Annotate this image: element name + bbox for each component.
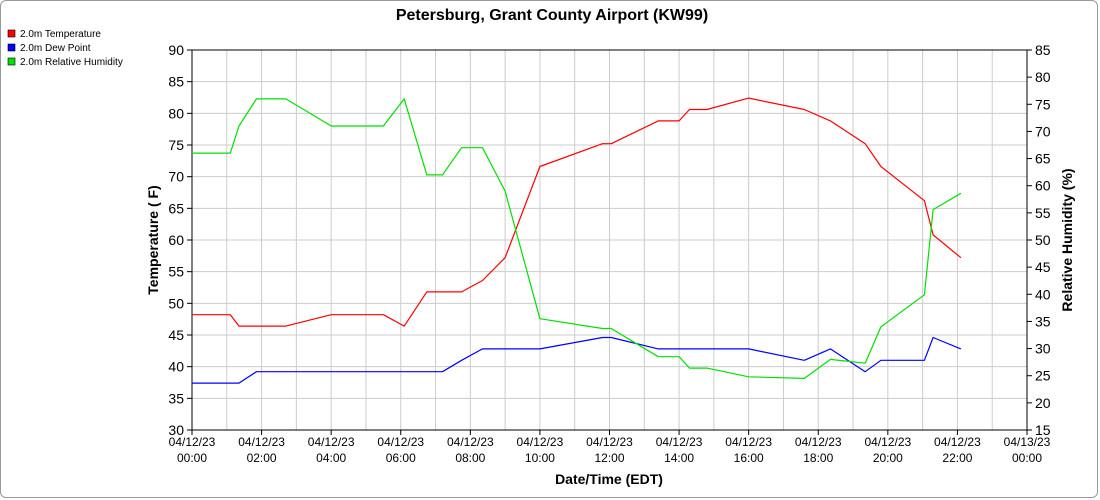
legend: 2.0m Temperature 2.0m Dew Point 2.0m Relat… [7, 29, 123, 68]
x-tick-date: 04/12/23 [725, 435, 772, 449]
x-tick-time: 06:00 [386, 451, 416, 465]
right-tick-label: 25 [1035, 368, 1051, 384]
right-axis-ticks: 15 20 25 30 35 40 45 50 55 60 65 70 75 80 85 [1027, 42, 1051, 438]
x-tick-date: 04/12/23 [308, 435, 355, 449]
legend-label: 2.0m Dew Point [20, 43, 91, 54]
x-axis-label: Date/Time (EDT) [555, 471, 663, 487]
legend-swatch [7, 29, 16, 38]
left-tick-label: 85 [168, 74, 184, 90]
series-line-2 [192, 336, 962, 384]
x-tick-date: 04/12/23 [238, 435, 285, 449]
right-tick-label: 85 [1035, 42, 1051, 58]
x-tick-time: 08:00 [455, 451, 485, 465]
left-tick-label: 45 [168, 327, 184, 343]
grid-lines [191, 49, 1028, 431]
right-tick-label: 30 [1035, 341, 1051, 357]
left-tick-label: 35 [168, 390, 184, 406]
legend-label: 2.0m Temperature [20, 29, 101, 40]
right-tick-label: 60 [1035, 178, 1051, 194]
legend-swatch [7, 57, 16, 66]
x-tick-time: 12:00 [594, 451, 624, 465]
x-tick-date: 04/12/23 [864, 435, 911, 449]
right-tick-label: 55 [1035, 205, 1051, 221]
x-tick-date: 04/12/23 [795, 435, 842, 449]
x-tick-date: 04/12/23 [656, 435, 703, 449]
legend-label: 2.0m Relative Humidity [20, 57, 123, 68]
right-tick-label: 50 [1035, 232, 1051, 248]
x-tick-time: 22:00 [942, 451, 972, 465]
right-tick-label: 15 [1035, 422, 1051, 438]
x-tick-date: 04/12/23 [934, 435, 981, 449]
x-tick-date: 04/12/23 [586, 435, 633, 449]
left-tick-label: 65 [168, 200, 184, 216]
right-tick-label: 75 [1035, 96, 1051, 112]
left-tick-label: 55 [168, 264, 184, 280]
x-tick-date: 04/12/23 [447, 435, 494, 449]
series-line-1 [192, 97, 962, 327]
right-tick-label: 80 [1035, 69, 1051, 85]
right-tick-label: 70 [1035, 123, 1051, 139]
x-tick-time: 14:00 [664, 451, 694, 465]
left-tick-label: 70 [168, 169, 184, 185]
legend-swatch [7, 43, 16, 52]
left-tick-label: 75 [168, 137, 184, 153]
right-axis-label: Relative Humidity (%) [1059, 168, 1075, 311]
x-tick-time: 00:00 [177, 451, 207, 465]
left-tick-label: 50 [168, 295, 184, 311]
right-tick-label: 35 [1035, 313, 1051, 329]
left-tick-label: 80 [168, 105, 184, 121]
x-tick-time: 20:00 [873, 451, 903, 465]
x-tick-time: 18:00 [803, 451, 833, 465]
x-tick-date: 04/13/23 [1004, 435, 1051, 449]
left-axis-ticks: 30 35 40 45 50 55 60 65 70 75 80 85 90 [168, 42, 192, 438]
left-tick-label: 40 [168, 359, 184, 375]
x-tick-date: 04/12/23 [377, 435, 424, 449]
x-tick-time: 10:00 [525, 451, 555, 465]
x-tick-date: 04/12/23 [169, 435, 216, 449]
x-tick-time: 00:00 [1012, 451, 1042, 465]
x-tick-time: 04:00 [316, 451, 346, 465]
x-tick-time: 16:00 [734, 451, 764, 465]
right-tick-label: 20 [1035, 395, 1051, 411]
x-tick-date: 04/12/23 [517, 435, 564, 449]
series-lines [192, 97, 962, 384]
left-tick-label: 30 [168, 422, 184, 438]
left-tick-label: 90 [168, 42, 184, 58]
series-line-3 [192, 98, 962, 379]
left-axis-label: Temperature ( F) [145, 185, 161, 294]
right-tick-label: 65 [1035, 151, 1051, 167]
x-tick-time: 02:00 [247, 451, 277, 465]
chart-title: Petersburg, Grant County Airport (KW99) [396, 7, 708, 24]
left-tick-label: 60 [168, 232, 184, 248]
x-axis-ticks: 04/12/23 00:00 04/12/23 02:00 04/12/23 04:00 0… [169, 430, 1051, 465]
right-tick-label: 40 [1035, 286, 1051, 302]
right-tick-label: 45 [1035, 259, 1051, 275]
